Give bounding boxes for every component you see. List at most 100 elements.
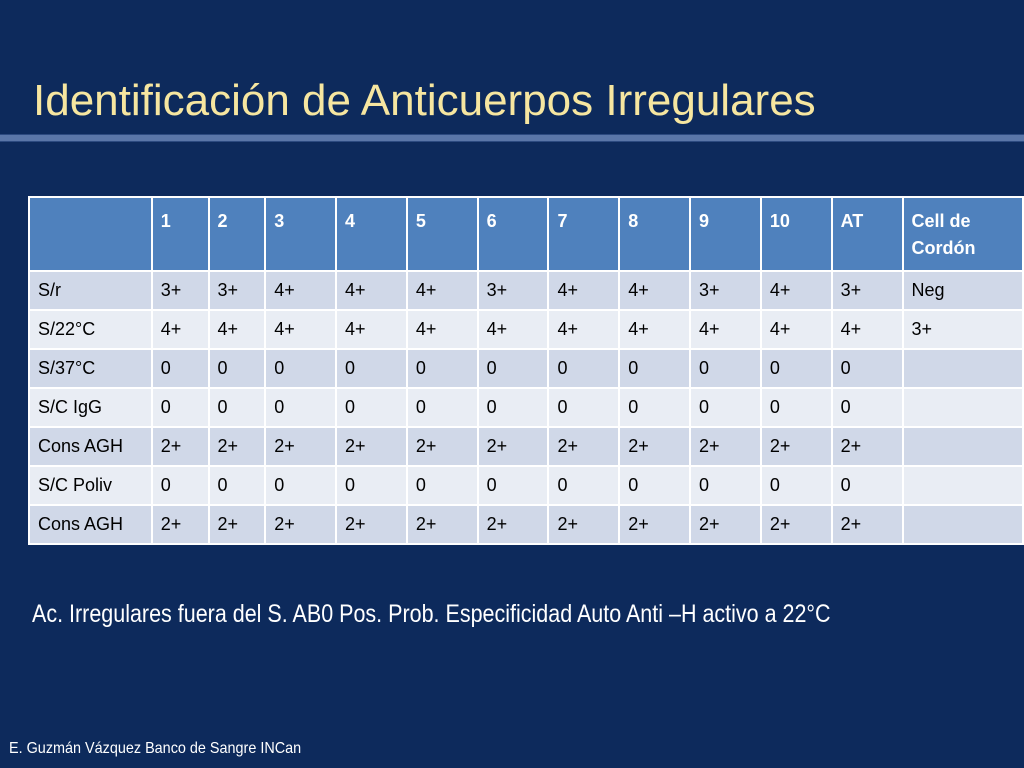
result-cell: 0: [618, 465, 692, 506]
row-label-cell: S/C IgG: [28, 387, 153, 428]
result-cell: 4+: [547, 270, 621, 311]
result-cell: 0: [150, 465, 210, 506]
result-cell: 0: [264, 465, 338, 506]
result-cell: 4+: [405, 270, 479, 311]
title-underline-rule: [0, 134, 1024, 142]
result-cell: 2+: [207, 426, 267, 467]
header-cell: 1: [150, 196, 210, 272]
result-cell: 4+: [335, 309, 408, 350]
result-cell: 3+: [901, 309, 1024, 350]
row-label-cell: S/37°C: [28, 348, 153, 389]
result-cell: 4+: [476, 309, 550, 350]
result-cell: 0: [618, 348, 692, 389]
header-cell: 9: [689, 196, 762, 272]
table-header-row: 1 2 3 4 5 6 7 8 9 10 AT Cell de Cordón: [28, 196, 1024, 272]
result-cell: 4+: [830, 309, 904, 350]
result-cell: 3+: [207, 270, 267, 311]
result-cell: 4+: [759, 270, 833, 311]
result-cell: 0: [476, 387, 550, 428]
result-cell: 2+: [264, 426, 338, 467]
result-cell: 2+: [264, 504, 338, 545]
result-cell: 0: [689, 387, 762, 428]
header-cell: 8: [618, 196, 692, 272]
result-cell: 0: [405, 387, 479, 428]
result-cell: 4+: [618, 309, 692, 350]
result-cell: [901, 465, 1024, 506]
row-label-cell: S/r: [28, 270, 153, 311]
result-cell: 4+: [264, 270, 338, 311]
result-cell: 0: [476, 465, 550, 506]
result-cell: 0: [689, 465, 762, 506]
conclusion-text: Ac. Irregulares fuera del S. AB0 Pos. Pr…: [32, 600, 831, 628]
result-cell: 2+: [476, 426, 550, 467]
result-cell: 2+: [150, 426, 210, 467]
header-cell: 10: [759, 196, 833, 272]
header-cell: 7: [547, 196, 621, 272]
table-row: S/37°C 0 0 0 0 0 0 0 0 0 0 0: [28, 348, 1024, 389]
result-cell: 0: [207, 348, 267, 389]
result-cell: 4+: [405, 309, 479, 350]
result-cell: 2+: [405, 426, 479, 467]
row-label-cell: Cons AGH: [28, 504, 153, 545]
slide-title: Identificación de Anticuerpos Irregulare…: [33, 76, 816, 125]
header-cell: 4: [335, 196, 408, 272]
result-cell: 2+: [335, 426, 408, 467]
result-cell: 2+: [830, 426, 904, 467]
result-cell: 0: [335, 348, 408, 389]
result-cell: 3+: [689, 270, 762, 311]
result-cell: 2+: [759, 504, 833, 545]
table-row: Cons AGH 2+ 2+ 2+ 2+ 2+ 2+ 2+ 2+ 2+ 2+ 2+: [28, 426, 1024, 467]
result-cell: [901, 426, 1024, 467]
slide-footer: E. Guzmán Vázquez Banco de Sangre INCan: [9, 740, 302, 757]
table-row: Cons AGH 2+ 2+ 2+ 2+ 2+ 2+ 2+ 2+ 2+ 2+ 2+: [28, 504, 1024, 545]
result-cell: 0: [476, 348, 550, 389]
antibody-results-table: 1 2 3 4 5 6 7 8 9 10 AT Cell de Cordón S…: [28, 196, 1024, 545]
result-cell: 3+: [830, 270, 904, 311]
table-row: S/C Poliv 0 0 0 0 0 0 0 0 0 0 0: [28, 465, 1024, 506]
result-cell: 0: [150, 348, 210, 389]
result-cell: 4+: [547, 309, 621, 350]
result-cell: [901, 504, 1024, 545]
result-cell: 0: [405, 465, 479, 506]
result-cell: 4+: [264, 309, 338, 350]
row-label-cell: S/C Poliv: [28, 465, 153, 506]
result-cell: 2+: [689, 426, 762, 467]
result-cell: 0: [547, 465, 621, 506]
result-cell: 0: [335, 387, 408, 428]
result-cell: 0: [264, 387, 338, 428]
row-label-cell: Cons AGH: [28, 426, 153, 467]
result-cell: 0: [830, 348, 904, 389]
result-cell: 0: [335, 465, 408, 506]
result-cell: 2+: [618, 504, 692, 545]
header-cell: 2: [207, 196, 267, 272]
result-cell: 0: [207, 465, 267, 506]
row-label-cell: S/22°C: [28, 309, 153, 350]
header-cell: AT: [830, 196, 904, 272]
result-cell: [901, 387, 1024, 428]
result-cell: 2+: [207, 504, 267, 545]
result-cell: 4+: [207, 309, 267, 350]
result-cell: 0: [547, 348, 621, 389]
table-body: S/r 3+ 3+ 4+ 4+ 4+ 3+ 4+ 4+ 3+ 4+ 3+ Neg S/22°C 4+ 4+ 4+…: [28, 270, 1024, 545]
result-cell: [901, 348, 1024, 389]
result-cell: 2+: [830, 504, 904, 545]
result-cell: 0: [830, 465, 904, 506]
result-cell: 4+: [689, 309, 762, 350]
result-cell: 0: [759, 465, 833, 506]
table-row: S/22°C 4+ 4+ 4+ 4+ 4+ 4+ 4+ 4+ 4+ 4+ 4+ 3+: [28, 309, 1024, 350]
header-cell: 3: [264, 196, 338, 272]
result-cell: 2+: [689, 504, 762, 545]
result-cell: 0: [207, 387, 267, 428]
result-cell: 4+: [335, 270, 408, 311]
result-cell: 2+: [405, 504, 479, 545]
table-row: S/r 3+ 3+ 4+ 4+ 4+ 3+ 4+ 4+ 3+ 4+ 3+ Neg: [28, 270, 1024, 311]
result-cell: 0: [759, 387, 833, 428]
result-cell: 4+: [618, 270, 692, 311]
result-cell: 0: [405, 348, 479, 389]
result-cell: 2+: [335, 504, 408, 545]
result-cell: 0: [759, 348, 833, 389]
result-cell: 2+: [547, 504, 621, 545]
result-cell: 2+: [476, 504, 550, 545]
result-cell: 0: [689, 348, 762, 389]
result-cell: 0: [618, 387, 692, 428]
